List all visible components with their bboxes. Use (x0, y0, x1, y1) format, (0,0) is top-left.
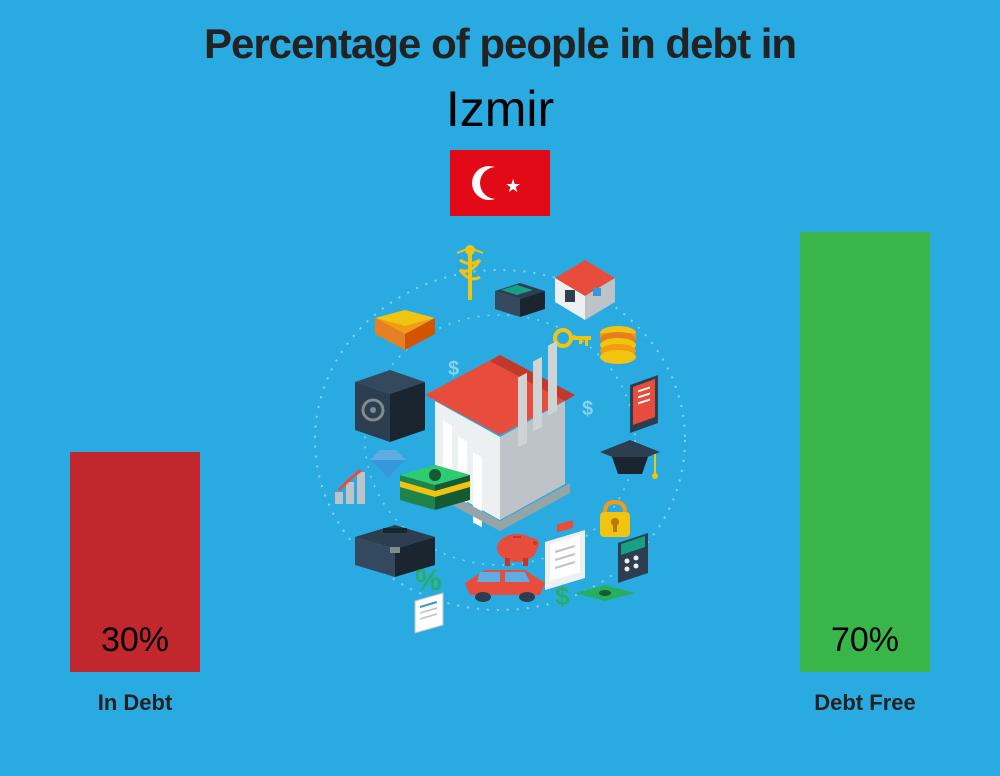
dollar-icon-3: $ (582, 398, 593, 420)
coins-stack-icon (600, 326, 636, 364)
dollar-icon-2: $ (448, 358, 459, 380)
finance-illustration: % $ $ $ (300, 235, 700, 635)
safe-icon (355, 370, 425, 442)
page-subtitle: Izmir (0, 80, 1000, 138)
padlock-icon (600, 500, 630, 537)
bar-debt-free-label: Debt Free (814, 690, 915, 716)
caduceus-icon (457, 245, 483, 300)
clipboard-icon (545, 520, 585, 590)
smartphone-icon (630, 375, 658, 433)
bar-in-debt: 30% In Debt (70, 452, 200, 716)
document-icon (415, 593, 443, 633)
envelope-icon (375, 310, 435, 350)
bar-in-debt-value: 30% (101, 621, 169, 660)
dollar-icon: $ (555, 581, 570, 611)
bar-debt-free-value: 70% (831, 621, 899, 660)
calculator-icon-2 (618, 533, 648, 583)
calculator-icon (495, 283, 545, 317)
percent-icon: % (415, 564, 442, 597)
car-icon (465, 570, 545, 602)
star-icon: ★ (505, 176, 521, 197)
turkey-flag: ★ (450, 150, 550, 216)
key-icon (555, 330, 591, 346)
bar-in-debt-label: In Debt (98, 690, 173, 716)
bar-debt-free: 70% Debt Free (800, 232, 930, 716)
diamond-icon (370, 450, 406, 478)
cash-icon (575, 585, 635, 601)
bar-in-debt-rect: 30% (70, 452, 200, 672)
graduation-cap-icon (600, 440, 660, 479)
page-title: Percentage of people in debt in (0, 20, 1000, 68)
crescent-icon (472, 166, 506, 200)
house-icon (555, 260, 615, 320)
bar-debt-free-rect: 70% (800, 232, 930, 672)
bar-chart-icon (335, 470, 365, 504)
